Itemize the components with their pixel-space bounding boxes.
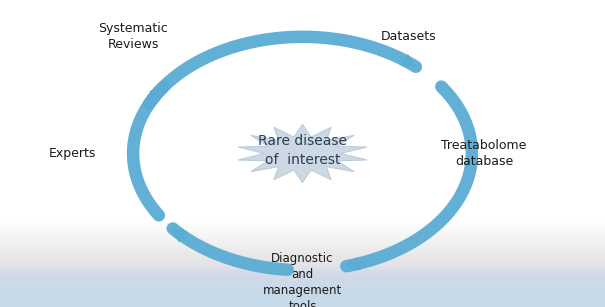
Bar xyxy=(0,255,605,307)
Bar xyxy=(0,223,605,307)
Bar xyxy=(0,238,605,307)
Bar xyxy=(0,302,605,307)
Polygon shape xyxy=(238,124,367,183)
Text: Rare disease
of  interest: Rare disease of interest xyxy=(258,134,347,167)
Bar xyxy=(0,270,605,307)
Bar xyxy=(0,284,605,307)
Bar xyxy=(0,232,605,307)
Bar xyxy=(0,287,605,307)
Text: Systematic
Reviews: Systematic Reviews xyxy=(98,22,168,51)
Bar xyxy=(0,267,605,307)
Bar xyxy=(0,259,605,307)
Bar xyxy=(0,295,605,307)
Text: Treatabolome
database: Treatabolome database xyxy=(441,139,527,168)
Bar xyxy=(0,290,605,307)
Bar xyxy=(0,275,605,307)
Bar xyxy=(0,278,605,307)
Bar xyxy=(0,220,605,307)
Bar xyxy=(0,262,605,307)
Bar xyxy=(0,235,605,307)
Bar xyxy=(0,258,605,307)
Bar xyxy=(0,282,605,307)
Bar xyxy=(0,227,605,307)
Bar xyxy=(0,224,605,307)
Bar xyxy=(0,273,605,307)
Bar xyxy=(0,301,605,307)
Bar xyxy=(0,266,605,307)
Text: Diagnostic
and
management
tools: Diagnostic and management tools xyxy=(263,252,342,307)
Bar xyxy=(0,293,605,307)
Bar xyxy=(0,216,605,307)
Bar xyxy=(0,292,605,307)
Bar xyxy=(0,236,605,307)
Bar xyxy=(0,246,605,307)
Bar xyxy=(0,270,605,307)
Bar xyxy=(0,296,605,307)
Bar xyxy=(0,247,605,307)
Bar xyxy=(0,286,605,307)
Bar xyxy=(0,239,605,307)
Bar xyxy=(0,272,605,307)
Bar xyxy=(0,218,605,307)
Bar xyxy=(0,276,605,307)
Bar xyxy=(0,233,605,307)
Bar xyxy=(0,244,605,307)
Bar xyxy=(0,243,605,307)
Bar xyxy=(0,226,605,307)
Bar xyxy=(0,221,605,307)
Bar xyxy=(0,249,605,307)
Bar xyxy=(0,299,605,307)
Bar xyxy=(0,281,605,307)
Text: Experts: Experts xyxy=(49,147,96,160)
Bar xyxy=(0,229,605,307)
Bar xyxy=(0,241,605,307)
Bar xyxy=(0,250,605,307)
Bar xyxy=(0,289,605,307)
Bar xyxy=(0,264,605,307)
Bar xyxy=(0,304,605,307)
Bar xyxy=(0,230,605,307)
Bar xyxy=(0,261,605,307)
Bar xyxy=(0,256,605,307)
Bar xyxy=(0,253,605,307)
Bar xyxy=(0,269,605,307)
Bar xyxy=(0,298,605,307)
Bar xyxy=(0,252,605,307)
Bar xyxy=(0,279,605,307)
Text: Datasets: Datasets xyxy=(381,30,437,43)
Bar xyxy=(0,305,605,307)
Bar xyxy=(0,215,605,307)
